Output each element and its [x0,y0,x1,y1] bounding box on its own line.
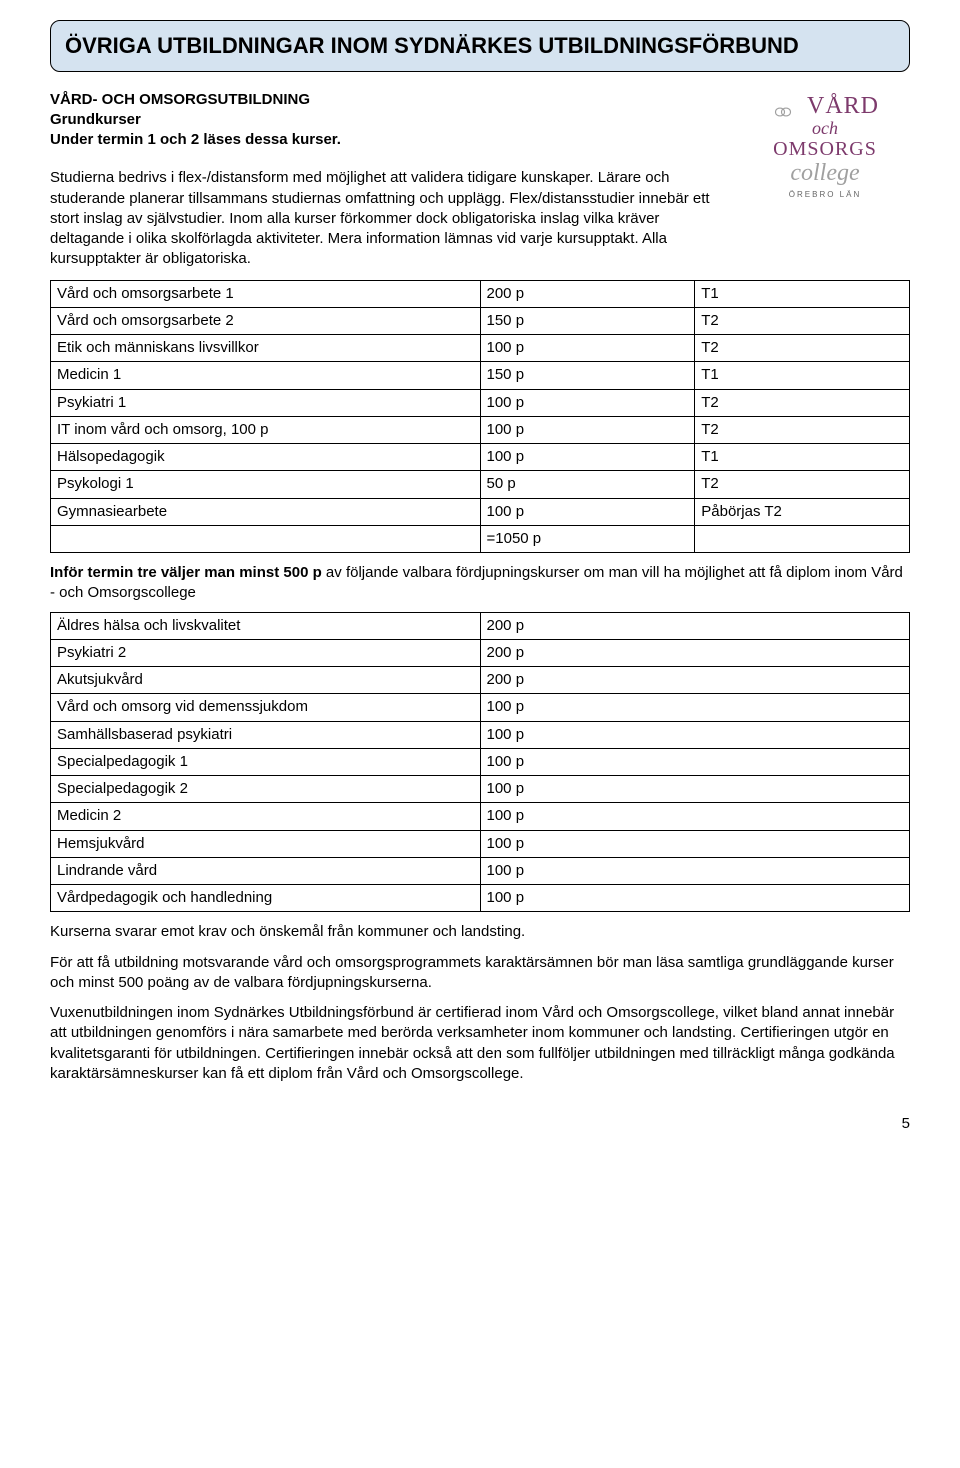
table-row: Psykiatri 2200 p [51,639,910,666]
table-row: Specialpedagogik 2100 p [51,776,910,803]
table-cell: Lindrande vård [51,857,481,884]
table-cell [51,525,481,552]
table-row: Psykiatri 1100 pT2 [51,389,910,416]
page-header-bar: ÖVRIGA UTBILDNINGAR INOM SYDNÄRKES UTBIL… [50,20,910,72]
table-cell: 100 p [480,444,695,471]
knot-icon [771,98,807,116]
table-cell: Hemsjukvård [51,830,481,857]
mid-paragraph: Inför termin tre väljer man minst 500 p … [50,563,910,604]
table-cell: Vård och omsorgsarbete 1 [51,280,481,307]
table-cell: =1050 p [480,525,695,552]
table-cell: 100 p [480,803,910,830]
table-cell: T1 [695,280,910,307]
table-row: Hemsjukvård100 p [51,830,910,857]
table-cell: Psykologi 1 [51,471,481,498]
table-cell: 200 p [480,280,695,307]
table-cell: Påbörjas T2 [695,498,910,525]
table-cell: Vårdpedagogik och handledning [51,885,481,912]
table-cell: Vård och omsorgsarbete 2 [51,307,481,334]
table-row: Etik och människans livsvillkor100 pT2 [51,335,910,362]
page-title: ÖVRIGA UTBILDNINGAR INOM SYDNÄRKES UTBIL… [65,31,895,61]
table-cell: 100 p [480,776,910,803]
logo-line5: ÖREBRO LÄN [740,190,910,201]
intro-block: VÅRD och OMSORGS college ÖREBRO LÄN VÅRD… [50,90,910,270]
table-cell: T2 [695,307,910,334]
table-row: Akutsjukvård200 p [51,667,910,694]
table-row: Medicin 2100 p [51,803,910,830]
table-row: Äldres hälsa och livskvalitet200 p [51,612,910,639]
table-cell: T1 [695,444,910,471]
table-cell: Psykiatri 1 [51,389,481,416]
logo-line4: college [740,157,910,189]
body-p3: Vuxenutbildningen inom Sydnärkes Utbildn… [50,1003,910,1084]
table-cell: 150 p [480,362,695,389]
table-cell: Gymnasiearbete [51,498,481,525]
table-row: Specialpedagogik 1100 p [51,748,910,775]
table-cell: Etik och människans livsvillkor [51,335,481,362]
table-cell: 100 p [480,416,695,443]
vard-omsorgs-logo: VÅRD och OMSORGS college ÖREBRO LÄN [740,90,910,201]
table-row: Samhällsbaserad psykiatri100 p [51,721,910,748]
table-row: Psykologi 150 pT2 [51,471,910,498]
table-cell: 100 p [480,830,910,857]
table-row: Vård och omsorgsarbete 2150 pT2 [51,307,910,334]
grundkurser-table: Vård och omsorgsarbete 1200 pT1Vård och … [50,280,910,554]
table-cell: 100 p [480,857,910,884]
table-cell: Samhällsbaserad psykiatri [51,721,481,748]
body-p2: För att få utbildning motsvarande vård o… [50,953,910,994]
table-cell: 100 p [480,748,910,775]
table-cell: 200 p [480,612,910,639]
table-cell: 100 p [480,721,910,748]
table-cell: T2 [695,335,910,362]
table-row: Vård och omsorgsarbete 1200 pT1 [51,280,910,307]
table-row: Gymnasiearbete100 pPåbörjas T2 [51,498,910,525]
table-cell: Psykiatri 2 [51,639,481,666]
table-cell: Hälsopedagogik [51,444,481,471]
table-cell: Specialpedagogik 2 [51,776,481,803]
table-cell: 50 p [480,471,695,498]
table-cell: 100 p [480,885,910,912]
table-cell: IT inom vård och omsorg, 100 p [51,416,481,443]
table-cell: Specialpedagogik 1 [51,748,481,775]
table-cell: Akutsjukvård [51,667,481,694]
table-cell: Vård och omsorg vid demenssjukdom [51,694,481,721]
table-cell: T2 [695,471,910,498]
table-cell: T1 [695,362,910,389]
table-cell: Medicin 2 [51,803,481,830]
table-row: Lindrande vård100 p [51,857,910,884]
table-row: =1050 p [51,525,910,552]
table-cell: 200 p [480,639,910,666]
mid-bold: Inför termin tre väljer man minst 500 p [50,564,322,581]
intro-para-start: Studierna bedrivs i flex-/distansform me… [50,168,720,269]
table-row: IT inom vård och omsorg, 100 p100 pT2 [51,416,910,443]
table-cell: 200 p [480,667,910,694]
table-cell [695,525,910,552]
table-cell: T2 [695,389,910,416]
table-cell: 100 p [480,694,910,721]
table-cell: 100 p [480,335,695,362]
body-p1: Kurserna svarar emot krav och önskemål f… [50,922,910,942]
table-row: Hälsopedagogik100 pT1 [51,444,910,471]
table-cell: 100 p [480,498,695,525]
table-cell: Äldres hälsa och livskvalitet [51,612,481,639]
table-row: Vård och omsorg vid demenssjukdom100 p [51,694,910,721]
table-cell: T2 [695,416,910,443]
table-cell: 100 p [480,389,695,416]
table-cell: 150 p [480,307,695,334]
page-number: 5 [50,1114,910,1134]
fordjupning-table: Äldres hälsa och livskvalitet200 pPsykia… [50,612,910,913]
table-row: Vårdpedagogik och handledning100 p [51,885,910,912]
table-row: Medicin 1150 pT1 [51,362,910,389]
table-cell: Medicin 1 [51,362,481,389]
